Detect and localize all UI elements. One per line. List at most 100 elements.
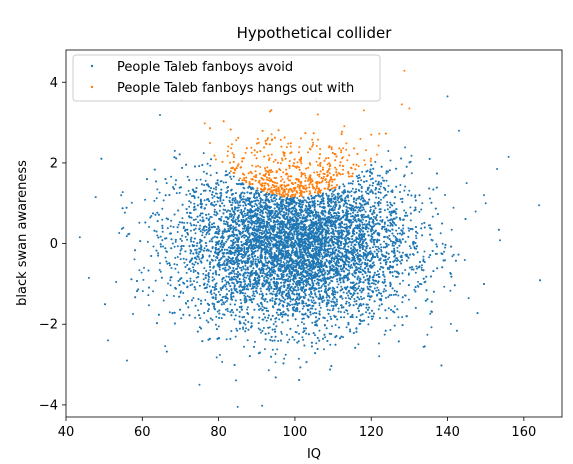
- data-point-blue: [257, 258, 260, 261]
- data-point-blue: [260, 222, 263, 225]
- data-point-blue: [378, 273, 380, 276]
- data-point-blue: [379, 216, 382, 218]
- data-point-blue: [377, 204, 380, 207]
- data-point-blue: [165, 250, 168, 253]
- data-point-blue: [393, 305, 396, 308]
- data-point-blue: [345, 309, 348, 312]
- data-point-blue: [259, 328, 262, 331]
- data-point-blue: [385, 170, 388, 173]
- data-point-blue: [220, 180, 223, 183]
- data-point-blue: [404, 269, 407, 271]
- series-blue-points: [78, 95, 542, 408]
- data-point-blue: [356, 211, 359, 214]
- data-point-blue: [408, 229, 411, 232]
- data-point-blue: [328, 309, 331, 312]
- data-point-blue: [242, 200, 245, 203]
- data-point-blue: [386, 201, 389, 204]
- data-point-blue: [360, 179, 363, 182]
- data-point-blue: [157, 252, 160, 255]
- data-point-blue: [267, 369, 270, 372]
- data-point-blue: [174, 183, 177, 186]
- data-point-blue: [391, 275, 394, 277]
- data-point-blue: [444, 246, 447, 249]
- data-point-blue: [270, 278, 273, 281]
- data-point-blue: [272, 323, 275, 326]
- data-point-blue: [215, 315, 218, 318]
- data-point-blue: [253, 283, 256, 286]
- data-point-blue: [293, 338, 296, 341]
- data-point-blue: [246, 339, 249, 342]
- data-point-blue: [392, 293, 395, 296]
- data-point-blue: [268, 289, 271, 292]
- data-point-blue: [184, 302, 187, 304]
- data-point-blue: [225, 308, 227, 311]
- data-point-blue: [383, 240, 386, 243]
- data-point-blue: [292, 264, 295, 267]
- data-point-blue: [239, 204, 242, 207]
- data-point-blue: [369, 228, 372, 231]
- data-point-blue: [328, 282, 331, 284]
- data-point-blue: [165, 294, 168, 297]
- data-point-blue: [355, 266, 358, 269]
- data-point-blue: [417, 280, 419, 283]
- data-point-blue: [380, 246, 383, 249]
- data-point-blue: [359, 314, 362, 317]
- data-point-blue: [240, 302, 243, 305]
- data-point-blue: [180, 317, 183, 320]
- data-point-blue: [262, 201, 265, 204]
- data-point-blue: [350, 235, 353, 238]
- data-point-blue: [170, 267, 173, 269]
- data-point-blue: [216, 301, 219, 303]
- data-point-blue: [213, 213, 216, 216]
- data-point-blue: [242, 204, 245, 207]
- data-point-blue: [388, 234, 391, 237]
- data-point-blue: [364, 210, 367, 213]
- data-point-blue: [298, 310, 301, 313]
- data-point-blue: [234, 289, 237, 292]
- data-point-blue: [167, 282, 169, 285]
- data-point-blue: [217, 184, 220, 186]
- data-point-blue: [331, 289, 334, 292]
- data-point-blue: [280, 261, 283, 263]
- data-point-blue: [224, 266, 227, 269]
- data-point-blue: [286, 273, 289, 276]
- data-point-blue: [390, 294, 393, 296]
- data-point-blue: [243, 187, 246, 190]
- data-point-blue: [176, 263, 179, 266]
- data-point-blue: [378, 317, 381, 319]
- data-point-blue: [376, 270, 379, 273]
- data-point-blue: [222, 301, 225, 304]
- data-point-blue: [243, 299, 246, 302]
- data-point-blue: [375, 219, 378, 222]
- data-point-blue: [423, 250, 426, 253]
- data-point-blue: [230, 204, 233, 206]
- data-point-blue: [373, 287, 376, 290]
- data-point-blue: [161, 239, 164, 242]
- data-point-blue: [197, 221, 199, 224]
- data-point-blue: [186, 238, 189, 241]
- data-point-blue: [332, 260, 335, 263]
- data-point-blue: [234, 237, 237, 239]
- data-point-blue: [393, 289, 396, 292]
- data-point-blue: [147, 294, 150, 297]
- data-point-blue: [328, 332, 331, 335]
- data-point-blue: [205, 319, 208, 322]
- data-point-blue: [340, 304, 343, 307]
- data-point-blue: [263, 300, 266, 302]
- data-point-blue: [193, 202, 196, 205]
- data-point-blue: [179, 258, 182, 261]
- data-point-blue: [320, 198, 323, 201]
- data-point-blue: [355, 188, 358, 191]
- data-point-blue: [194, 227, 197, 230]
- data-point-blue: [343, 316, 346, 319]
- data-point-blue: [338, 187, 341, 190]
- data-point-blue: [238, 327, 241, 330]
- data-point-blue: [225, 299, 228, 302]
- data-point-blue: [396, 260, 398, 262]
- data-point-blue: [215, 203, 217, 206]
- data-point-blue: [474, 210, 477, 213]
- data-point-blue: [355, 300, 358, 302]
- data-point-blue: [325, 192, 328, 195]
- data-point-blue: [402, 279, 404, 282]
- data-point-blue: [161, 230, 164, 233]
